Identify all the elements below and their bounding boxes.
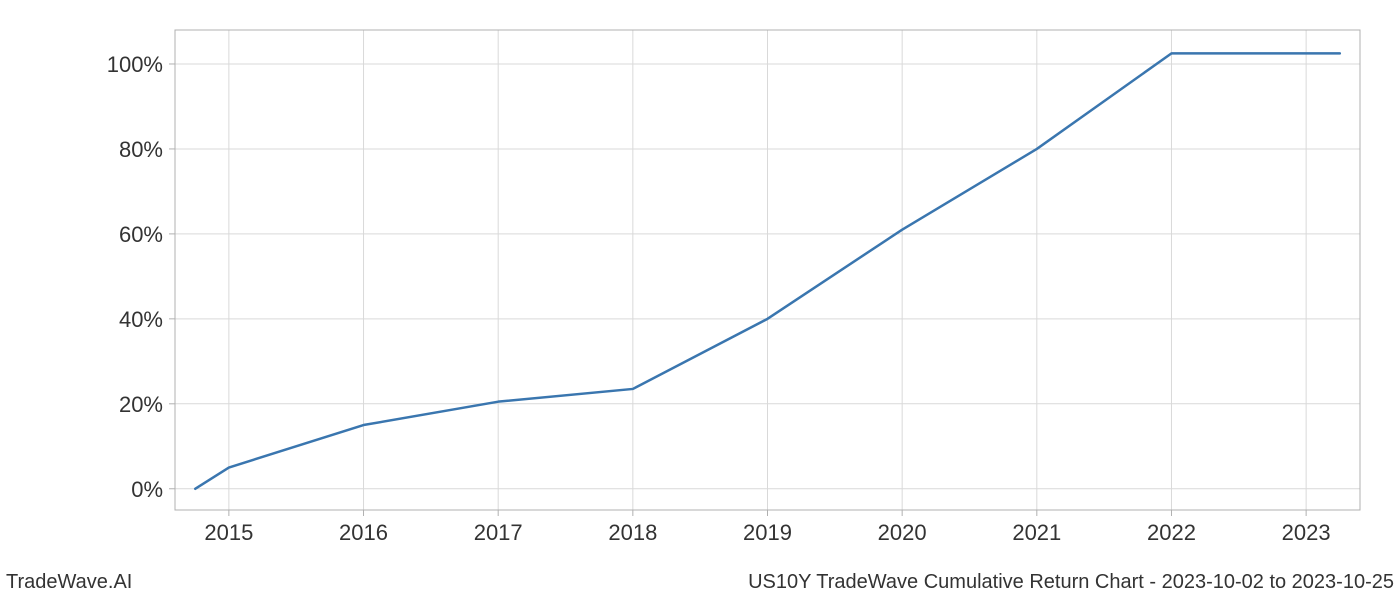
x-tick-label: 2018 bbox=[608, 520, 657, 545]
y-tick-label: 40% bbox=[119, 307, 163, 332]
y-tick-label: 80% bbox=[119, 137, 163, 162]
footer-right-text: US10Y TradeWave Cumulative Return Chart … bbox=[748, 571, 1394, 594]
y-tick-label: 20% bbox=[119, 392, 163, 417]
x-tick-label: 2016 bbox=[339, 520, 388, 545]
x-tick-label: 2017 bbox=[474, 520, 523, 545]
y-tick-label: 60% bbox=[119, 222, 163, 247]
y-tick-label: 100% bbox=[107, 52, 163, 77]
x-tick-label: 2023 bbox=[1282, 520, 1331, 545]
x-tick-label: 2015 bbox=[204, 520, 253, 545]
x-tick-label: 2021 bbox=[1012, 520, 1061, 545]
y-tick-label: 0% bbox=[131, 477, 163, 502]
chart-container: 2015 2016 2017 2018 2019 2020 2021 2022 2023 0% 20… bbox=[0, 0, 1400, 600]
footer-left-text: TradeWave.AI bbox=[6, 571, 132, 594]
x-tick-label: 2019 bbox=[743, 520, 792, 545]
line-chart: 2015 2016 2017 2018 2019 2020 2021 2022 2023 0% 20… bbox=[0, 0, 1400, 600]
x-tick-label: 2020 bbox=[878, 520, 927, 545]
x-tick-label: 2022 bbox=[1147, 520, 1196, 545]
